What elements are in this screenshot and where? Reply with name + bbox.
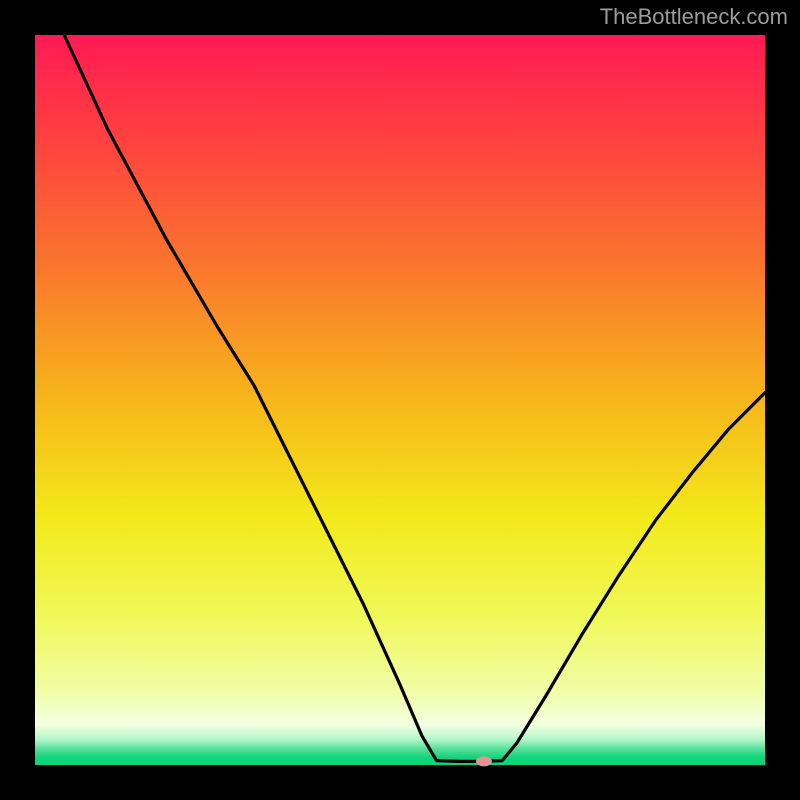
chart-stage: TheBottleneck.com: [0, 0, 800, 800]
plot-background: [35, 35, 765, 765]
bottleneck-chart: [0, 0, 800, 800]
optimal-marker: [476, 756, 492, 766]
